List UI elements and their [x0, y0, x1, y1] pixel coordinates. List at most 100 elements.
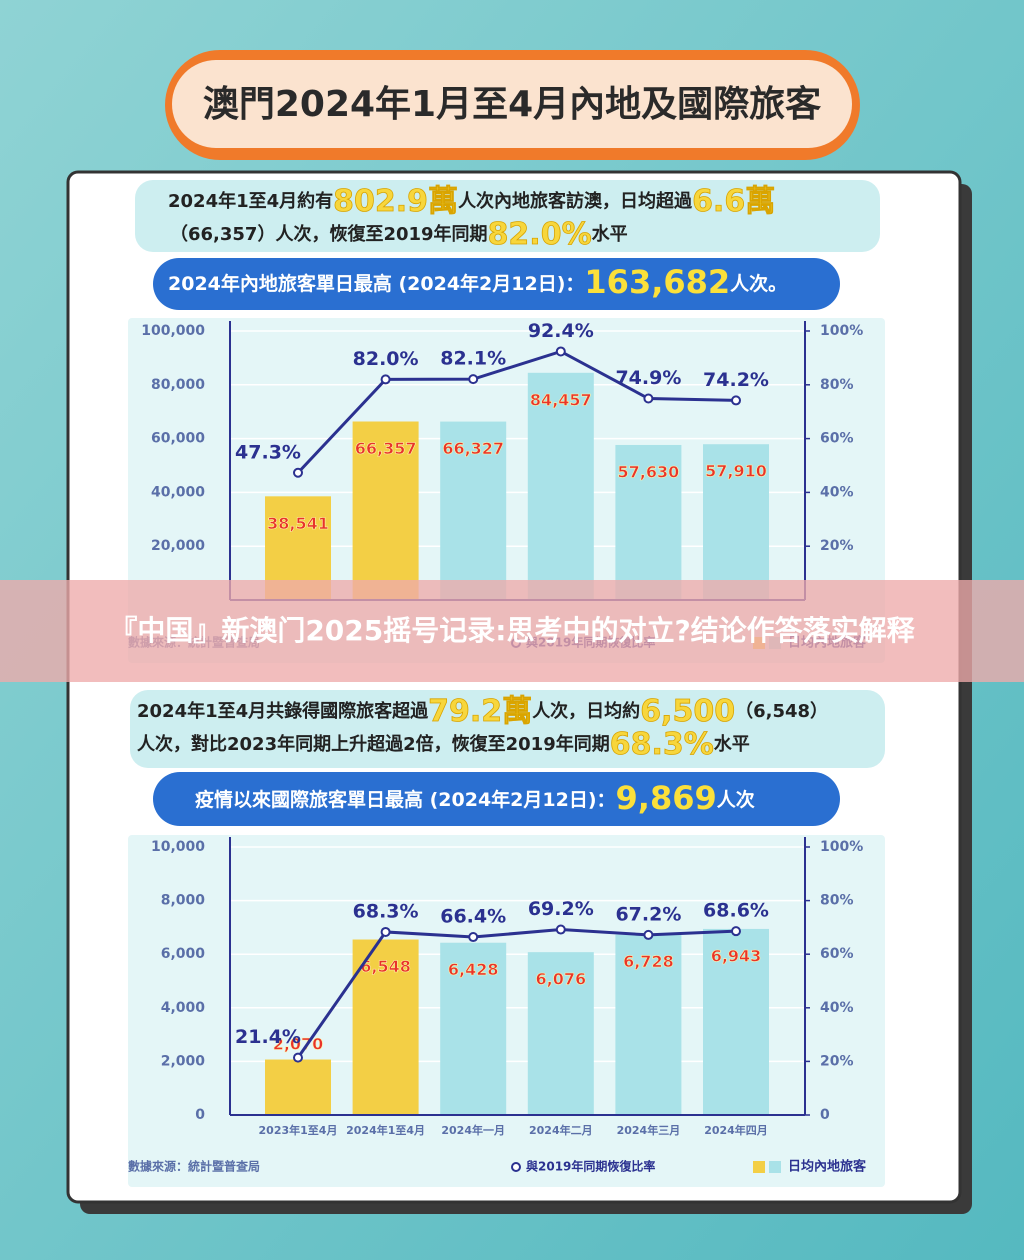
x-tick-label: 2024年四月 — [704, 1123, 768, 1137]
stat-text: （66,357）人次，恢復至2019年同期82.0%水平 — [170, 217, 628, 252]
y2-tick-label: 0 — [820, 1107, 830, 1123]
x-tick-label: 2023年1至4月 — [259, 1123, 338, 1137]
legend-label: 日均內地旅客 — [788, 1159, 867, 1175]
y2-tick-label: 40% — [820, 1000, 854, 1016]
bar — [352, 421, 419, 600]
banner-segment: 2024年內地旅客單日最高 (2024年2月12日)： — [168, 272, 584, 295]
bar — [265, 1059, 331, 1115]
bar-value-label: 66,357 — [355, 439, 417, 458]
banner-text: 2024年內地旅客單日最高 (2024年2月12日)：163,682人次。 — [168, 263, 787, 301]
title: 澳門2024年1月至4月內地及國際旅客 — [203, 84, 821, 125]
stat-segment: 水平 — [714, 733, 750, 755]
y-tick-label: 6,000 — [161, 946, 206, 962]
line-point — [731, 395, 741, 406]
bar — [440, 942, 507, 1115]
stat-box — [130, 690, 885, 768]
bar-value-label: 57,630 — [618, 462, 680, 481]
line-point — [643, 393, 654, 404]
x-tick-label: 2024年三月 — [617, 1123, 681, 1137]
bar-value-label: 6,428 — [448, 960, 499, 979]
bar-value-label: 66,327 — [442, 439, 504, 458]
line-point — [468, 932, 479, 943]
bar — [703, 444, 769, 600]
y2-tick-label: 20% — [820, 538, 854, 554]
chart-panel — [128, 835, 885, 1187]
y-tick-label: 40,000 — [151, 484, 205, 500]
line-value-label: 66.4% — [440, 906, 506, 928]
stat-segment: （66,357）人次，恢復至2019年同期 — [170, 223, 488, 245]
banner-text: 疫情以來國際旅客單日最高 (2024年2月12日)：9,869人次 — [195, 779, 755, 817]
bar — [615, 444, 682, 600]
stat-segment: 人次，對比2023年同期上升超過2倍，恢復至2019年同期 — [137, 733, 610, 755]
line-point — [293, 467, 303, 478]
line-point — [555, 924, 566, 935]
stat-segment: 人次內地旅客訪澳，日均超過 — [458, 190, 693, 212]
line-point — [731, 926, 741, 937]
stat-box — [135, 180, 880, 252]
stat-segment: 2024年1至4月共錄得國際旅客超過 — [137, 700, 429, 722]
stat-segment: 2024年1至4月約有 — [168, 190, 333, 212]
y-tick-label: 20,000 — [151, 538, 205, 554]
bar-value-label: 38,541 — [267, 514, 329, 533]
stat-segment: 人次，日均約 — [532, 700, 640, 722]
line-value-label: 74.2% — [703, 369, 769, 391]
line-value-label: 67.2% — [615, 903, 681, 925]
banner-highlight: 163,682 — [584, 263, 730, 301]
stat-text: 2024年1至4月約有802.9萬人次內地旅客訪澳，日均超過6.6萬 — [168, 184, 775, 219]
y-tick-label: 0 — [195, 1107, 205, 1123]
source: 數據來源：統計暨普查局 — [128, 1159, 260, 1174]
stat-segment: 水平 — [592, 223, 628, 245]
line-point — [555, 346, 566, 357]
line — [296, 928, 737, 1059]
stat-highlight: 802.9萬 — [333, 184, 458, 219]
stat-banner — [153, 772, 840, 826]
y-tick-label: 8,000 — [161, 893, 206, 909]
line-value-label: 47.3% — [235, 441, 301, 463]
bar — [703, 928, 769, 1115]
line-point — [293, 1052, 303, 1063]
line-point — [643, 929, 654, 940]
bar-value-label: 6,076 — [535, 970, 586, 989]
stat-highlight: 82.0% — [488, 217, 592, 252]
bar-value-label: 6,943 — [711, 946, 762, 965]
banner-highlight: 9,869 — [616, 779, 717, 817]
line-value-label: 82.1% — [440, 348, 506, 370]
x-tick-label: 2024年二月 — [529, 1123, 593, 1137]
stat-highlight: 79.2萬 — [428, 694, 532, 729]
y2-tick-label: 80% — [820, 377, 854, 393]
y-tick-label: 10,000 — [151, 839, 205, 855]
title-inner — [172, 60, 852, 148]
stat-segment: （6,548） — [735, 701, 828, 722]
stat-banner — [153, 258, 840, 310]
y2-tick-label: 40% — [820, 484, 854, 500]
y2-tick-label: 100% — [820, 323, 863, 339]
legend-swatch — [753, 1161, 765, 1173]
line-point — [468, 374, 479, 385]
y2-tick-label: 80% — [820, 893, 854, 909]
bar — [527, 952, 594, 1115]
bar-value-label: 57,910 — [705, 462, 767, 481]
legend-label: 與2019年同期恢復比率 — [526, 1159, 655, 1174]
legend-swatch — [769, 1161, 781, 1173]
y-tick-label: 2,000 — [161, 1053, 206, 1069]
bar — [352, 939, 419, 1115]
banner-segment: 人次 — [717, 788, 755, 811]
line-value-label: 92.4% — [528, 320, 594, 342]
banner-segment: 人次。 — [730, 272, 787, 295]
bar — [527, 372, 594, 600]
y-tick-label: 60,000 — [151, 431, 205, 447]
stat-highlight: 6,500 — [640, 694, 735, 729]
stat-highlight: 6.6萬 — [692, 184, 775, 219]
y2-tick-label: 60% — [820, 431, 854, 447]
y2-tick-label: 20% — [820, 1053, 854, 1069]
bar — [615, 934, 682, 1115]
x-tick-label: 2024年1至4月 — [346, 1123, 425, 1137]
line-value-label: 69.2% — [528, 898, 594, 920]
line-value-label: 74.9% — [615, 367, 681, 389]
line-value-label: 82.0% — [353, 348, 419, 370]
y2-tick-label: 60% — [820, 946, 854, 962]
x-tick-label: 2024年一月 — [441, 1123, 505, 1137]
stat-highlight: 68.3% — [610, 727, 714, 762]
